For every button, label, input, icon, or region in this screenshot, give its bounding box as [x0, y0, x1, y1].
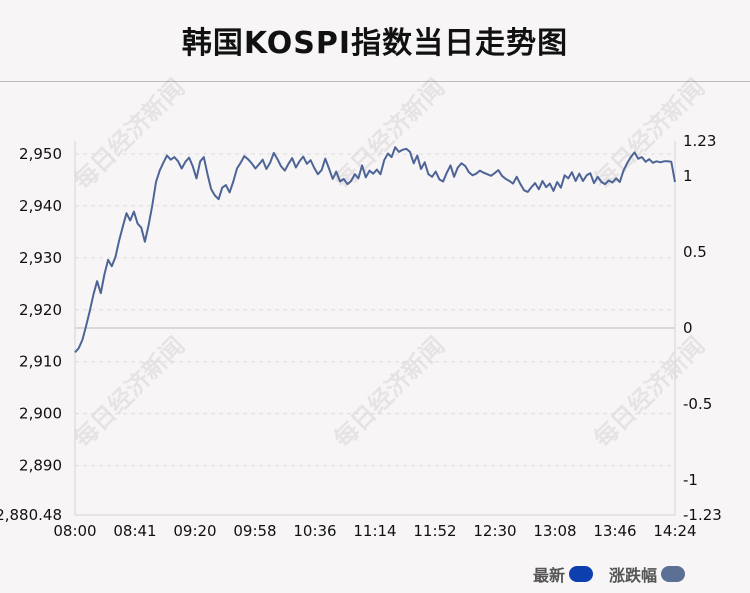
x-tick-label: 13:08 [533, 522, 576, 540]
watermark-text: 每日经济新闻 [589, 332, 711, 454]
y-left-tick-label: 2,900 [19, 405, 62, 423]
legend-label-change: 涨跌幅 [609, 566, 658, 585]
y-right-tick-label: -1.23 [683, 506, 722, 524]
watermark-text: 每日经济新闻 [69, 332, 191, 454]
y-left-tick-label: 2,940 [19, 197, 62, 215]
x-tick-label: 10:36 [293, 522, 336, 540]
y-right-tick-label: 1.23 [683, 132, 716, 150]
legend-swatch-change [661, 566, 686, 582]
grid-lines [75, 153, 675, 467]
x-tick-label: 08:00 [53, 522, 96, 540]
y-right-tick-label: 1 [683, 167, 693, 185]
y-right-tick-label: -1 [683, 471, 698, 489]
legend-item-change[interactable]: 涨跌幅 [609, 563, 686, 585]
series-layer [74, 146, 676, 354]
tick-labels: 2,950 2,940 2,930 2,920 2,910 2,900 2,890 2,880… [0, 132, 722, 540]
y-left-tick-label: 2,950 [19, 145, 62, 163]
y-right-tick-label: 0 [683, 319, 693, 337]
x-tick-label: 13:46 [593, 522, 636, 540]
x-tick-label: 11:14 [353, 522, 396, 540]
watermark-text: 每日经济新闻 [69, 74, 191, 196]
legend-item-latest[interactable]: 最新 [533, 563, 594, 585]
chart-title: 韩国KOSPI指数当日走势图 [181, 26, 569, 61]
axes [74, 141, 676, 516]
x-tick-label: 11:52 [413, 522, 456, 540]
y-left-tick-label: 2,890 [19, 457, 62, 475]
x-tick-label: 14:24 [653, 522, 696, 540]
x-tick-label: 09:58 [233, 522, 276, 540]
y-left-min-label: 2,880.48 [0, 506, 62, 524]
x-tick-label: 12:30 [473, 522, 516, 540]
watermark-text: 每日经济新闻 [329, 332, 451, 454]
legend-label-latest: 最新 [533, 566, 566, 585]
y-right-tick-label: -0.5 [683, 395, 712, 413]
title-divider [0, 81, 750, 82]
y-left-tick-label: 2,920 [19, 301, 62, 319]
x-tick-label: 09:20 [173, 522, 216, 540]
y-left-tick-label: 2,910 [19, 353, 62, 371]
series-line [74, 146, 676, 354]
legend-swatch-latest [569, 566, 594, 582]
x-tick-label: 08:41 [113, 522, 156, 540]
y-right-tick-label: 0.5 [683, 243, 707, 261]
y-left-tick-label: 2,930 [19, 249, 62, 267]
